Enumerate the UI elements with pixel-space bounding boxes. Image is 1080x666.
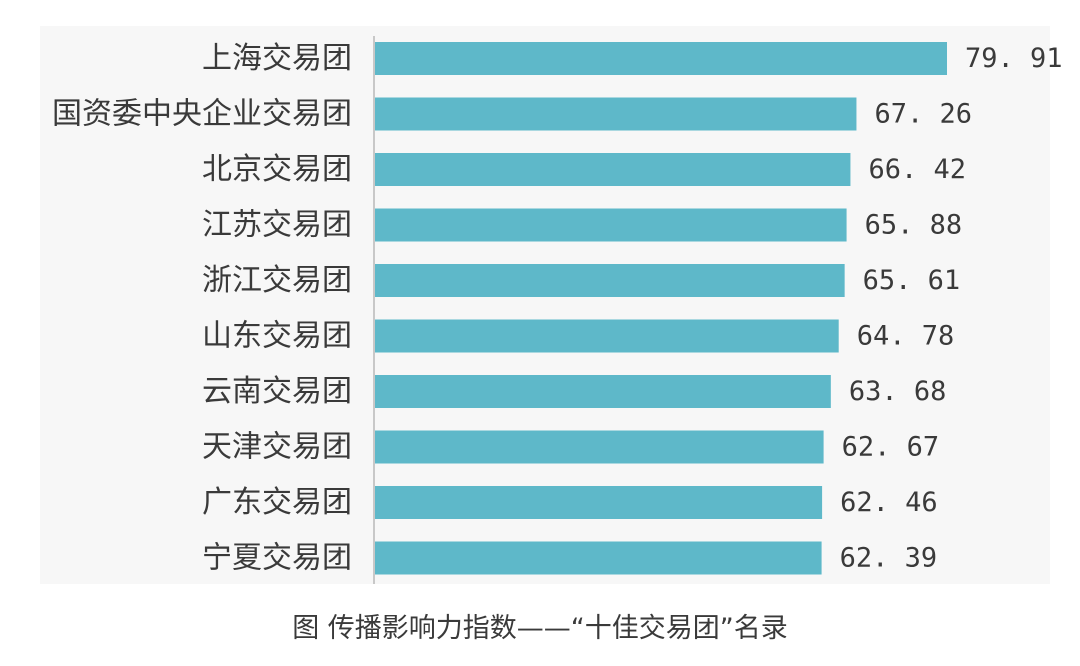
category-label: 国资委中央企业交易团 xyxy=(52,97,352,132)
bar xyxy=(375,97,857,131)
category-label: 广东交易团 xyxy=(202,485,352,520)
bar xyxy=(375,42,947,75)
category-label: 宁夏交易团 xyxy=(202,541,352,576)
value-label: 65. 88 xyxy=(865,210,963,241)
value-label: 79. 91 xyxy=(965,43,1063,74)
value-label: 62. 46 xyxy=(840,487,938,518)
bar xyxy=(375,486,823,519)
value-label: 64. 78 xyxy=(857,321,955,352)
bar xyxy=(375,153,851,186)
bar xyxy=(375,375,831,408)
bar xyxy=(375,430,824,464)
bar xyxy=(375,541,822,575)
bar xyxy=(375,264,845,297)
bar xyxy=(375,319,839,353)
bar-chart: 上海交易团 79. 91 国资委中央企业交易团 67. 26 北京交易团 66. 42 江苏… xyxy=(52,36,1063,584)
value-label: 62. 39 xyxy=(840,543,938,574)
category-label: 山东交易团 xyxy=(202,319,352,354)
category-label: 北京交易团 xyxy=(202,152,352,187)
category-label: 江苏交易团 xyxy=(202,208,352,243)
category-label: 浙江交易团 xyxy=(202,263,352,298)
category-label: 上海交易团 xyxy=(202,41,352,76)
bar xyxy=(375,208,847,242)
value-label: 63. 68 xyxy=(849,376,947,407)
value-label: 65. 61 xyxy=(863,265,961,296)
figure-caption: 图 传播影响力指数——“十佳交易团”名录 xyxy=(292,613,788,644)
value-label: 62. 67 xyxy=(842,432,940,463)
value-label: 66. 42 xyxy=(868,154,966,185)
category-label: 天津交易团 xyxy=(202,430,352,465)
value-label: 67. 26 xyxy=(874,99,972,130)
category-label: 云南交易团 xyxy=(202,374,352,409)
